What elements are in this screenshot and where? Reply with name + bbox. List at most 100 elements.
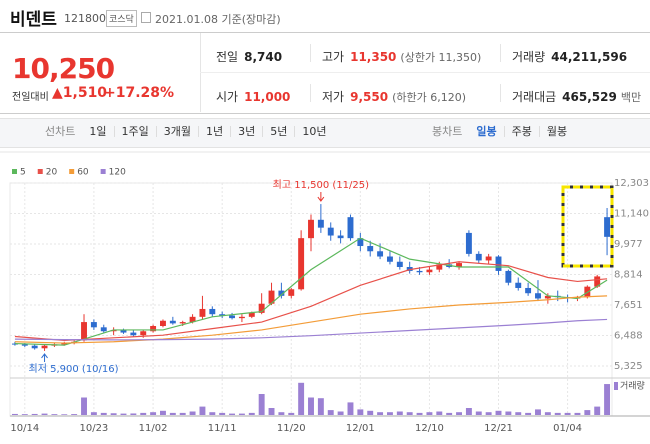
candle-body: [337, 235, 344, 239]
volume-legend-swatch: [614, 382, 618, 390]
candle-body: [189, 316, 196, 323]
volume-bar: [248, 412, 255, 415]
quote-cell: 고가 11,350 (상한가 11,350): [322, 46, 481, 65]
cell-value: 11,350: [350, 50, 397, 64]
tab[interactable]: 1일: [89, 125, 107, 138]
candle-body: [495, 256, 502, 271]
legend-label: 5: [20, 168, 26, 178]
candle-body: [21, 344, 28, 346]
candle-body: [298, 238, 305, 290]
candle-body: [475, 253, 482, 261]
volume-bar: [21, 414, 28, 415]
y-tick-label: 5,325: [614, 361, 643, 372]
volume-bar: [130, 413, 137, 415]
y-tick-label: 7,651: [614, 300, 643, 311]
candle-body: [130, 332, 137, 336]
cell-value: 9,550: [350, 90, 389, 104]
market-badge: 코스닥: [106, 10, 137, 27]
stock-code: 121800: [64, 12, 106, 25]
volume-bar: [100, 412, 107, 415]
volume-bar: [258, 394, 265, 415]
volume-bar: [564, 412, 571, 415]
change: ▲1,510: [52, 85, 108, 101]
volume-bar: [584, 410, 591, 415]
quote-cell: 거래대금 465,529 백만: [512, 86, 641, 105]
volume-bar: [475, 411, 482, 415]
volume-bar: [554, 412, 561, 415]
volume-bar: [288, 412, 295, 415]
tab[interactable]: 1년: [198, 126, 230, 137]
cell-value: 8,740: [244, 50, 283, 64]
candle-body: [505, 270, 512, 283]
volume-label: 거래량: [620, 380, 645, 392]
moving-average-line: [14, 318, 608, 341]
quote-cell: 거래량 44,211,596: [512, 46, 627, 65]
divider: [310, 44, 311, 62]
candle-body: [61, 343, 68, 345]
volume-bar: [298, 382, 305, 415]
volume-bar: [169, 412, 176, 415]
candle-body: [367, 246, 374, 252]
candle-body: [396, 261, 403, 267]
x-tick-label: 12/01: [346, 423, 375, 434]
volume-bar: [465, 408, 472, 415]
legend-swatch: [100, 169, 106, 174]
candle-body: [544, 295, 551, 299]
tab[interactable]: 주봉: [503, 126, 539, 137]
candle-body: [100, 327, 107, 332]
candle-body: [179, 322, 186, 324]
tab[interactable]: 월봉: [538, 126, 574, 137]
tab[interactable]: 5년: [262, 126, 294, 137]
volume-bar: [505, 411, 512, 415]
volume-bar: [209, 412, 216, 415]
volume-bar: [229, 413, 236, 415]
volume-bar: [238, 413, 245, 415]
candle-body: [120, 329, 127, 333]
highlight-box: [561, 185, 614, 268]
candle-body: [426, 269, 433, 273]
volume-bar: [308, 397, 314, 415]
x-tick-label: 12/10: [415, 423, 444, 434]
quote-cell: 전일 8,740: [216, 46, 282, 65]
candle-body: [525, 287, 532, 294]
volume-bar: [11, 413, 18, 415]
volume-bar: [574, 412, 581, 415]
tab[interactable]: 1주일: [113, 126, 156, 137]
volume-bar: [436, 411, 443, 415]
candle-body: [140, 331, 147, 336]
candle-body: [238, 316, 245, 319]
divider: [200, 72, 650, 73]
volume-bar: [337, 411, 344, 415]
annotation-arrow: [317, 192, 325, 202]
volume-bar: [41, 413, 48, 415]
cell-value: 44,211,596: [551, 50, 628, 64]
tab[interactable]: 3년: [230, 126, 262, 137]
volume-bar: [61, 414, 68, 415]
tab-bar: [0, 118, 650, 148]
divider: [500, 44, 501, 62]
volume-bar: [495, 410, 502, 415]
volume-bar: [71, 414, 78, 415]
candle-body: [199, 308, 206, 317]
legend-label: 120: [109, 168, 126, 178]
cell-value: 11,000: [244, 90, 291, 104]
moving-average-line: [14, 261, 608, 342]
tab[interactable]: 3개월: [155, 126, 198, 137]
volume-bar: [219, 412, 226, 415]
legend-label: 20: [46, 168, 58, 178]
y-tick-label: 6,488: [614, 331, 643, 342]
volume-bar: [189, 411, 196, 415]
x-tick-label: 11/02: [139, 423, 168, 434]
cell-label: 고가: [322, 50, 345, 64]
candle-body: [90, 322, 97, 328]
volume-bar: [51, 414, 58, 415]
y-tick-label: 9,977: [614, 239, 643, 250]
candle-body: [169, 320, 176, 324]
volume-bar: [426, 412, 433, 415]
volume-bar: [150, 412, 157, 415]
tab[interactable]: 일봉: [476, 125, 497, 138]
quote-box: [0, 32, 650, 114]
volume-bar: [347, 402, 354, 415]
tab[interactable]: 10년: [294, 126, 333, 137]
